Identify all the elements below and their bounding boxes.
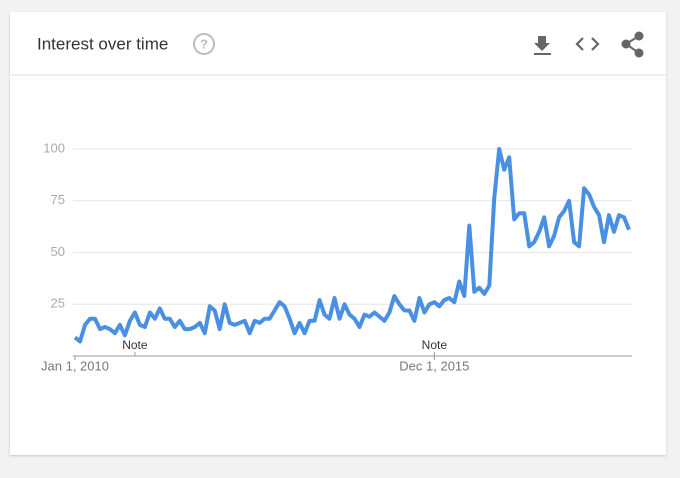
y-tick-label: 50 [51,244,65,259]
share-icon[interactable] [621,31,644,58]
help-icon[interactable]: ? [193,33,215,55]
annotation: Note [422,338,448,352]
annotation: Note [122,338,148,352]
y-tick-label: 75 [51,192,65,207]
svg-text:?: ? [200,36,208,51]
chart-title: Interest over time [37,34,168,53]
x-tick-label: Jan 1, 2010 [41,358,109,373]
card [10,12,666,455]
line-series [73,147,631,344]
y-tick-label: 25 [51,296,65,311]
download-icon[interactable] [534,36,551,55]
x-tick-label: Dec 1, 2015 [399,358,469,373]
embed-icon[interactable] [575,37,600,51]
y-tick-label: 100 [43,140,65,155]
